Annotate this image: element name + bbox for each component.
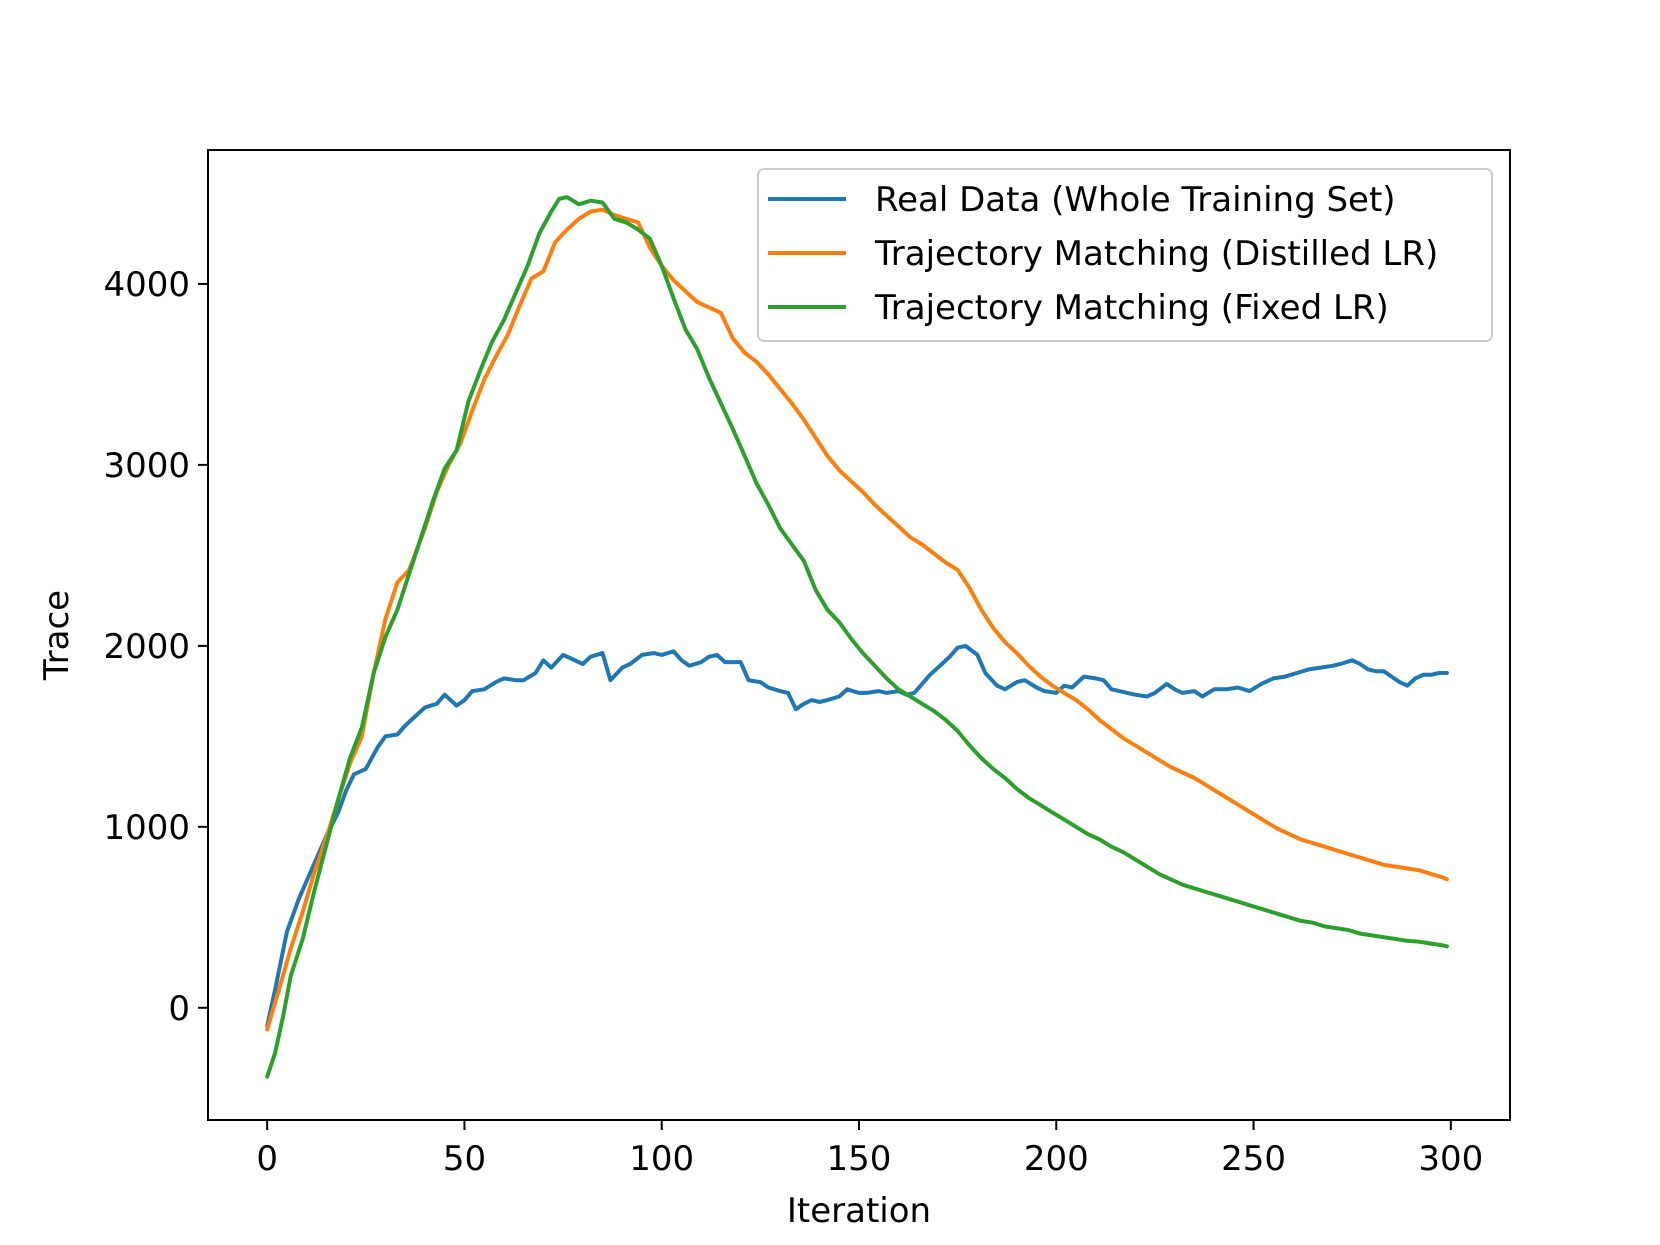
series-line-2 xyxy=(265,195,1449,1079)
y-tick-label: 3000 xyxy=(103,446,190,486)
x-tick-label: 0 xyxy=(256,1139,278,1179)
x-tick-label: 50 xyxy=(443,1139,486,1179)
x-tick-label: 200 xyxy=(1024,1139,1089,1179)
x-tick-label: 250 xyxy=(1221,1139,1286,1179)
legend-label-real-data: Real Data (Whole Training Set) xyxy=(875,180,1396,220)
y-tick-label: 4000 xyxy=(103,265,190,305)
series-line-0 xyxy=(265,643,1449,1028)
series-line-1 xyxy=(265,207,1449,1032)
legend: Real Data (Whole Training Set) Trajector… xyxy=(757,168,1493,342)
legend-label-distilled-lr: Trajectory Matching (Distilled LR) xyxy=(874,234,1438,274)
x-tick-label: 150 xyxy=(827,1139,892,1179)
x-axis-label: Iteration xyxy=(787,1191,931,1231)
legend-label-fixed-lr: Trajectory Matching (Fixed LR) xyxy=(874,288,1389,328)
x-tick-label: 100 xyxy=(629,1139,694,1179)
y-tick-label: 2000 xyxy=(103,627,190,667)
legend-box xyxy=(757,168,1493,342)
y-tick-label: 1000 xyxy=(103,808,190,848)
x-tick-label: 300 xyxy=(1418,1139,1483,1179)
series-layer xyxy=(265,195,1449,1079)
y-axis-label: Trace xyxy=(37,590,77,681)
plot-area-frame xyxy=(207,149,1511,1121)
y-tick-label: 0 xyxy=(168,989,190,1029)
